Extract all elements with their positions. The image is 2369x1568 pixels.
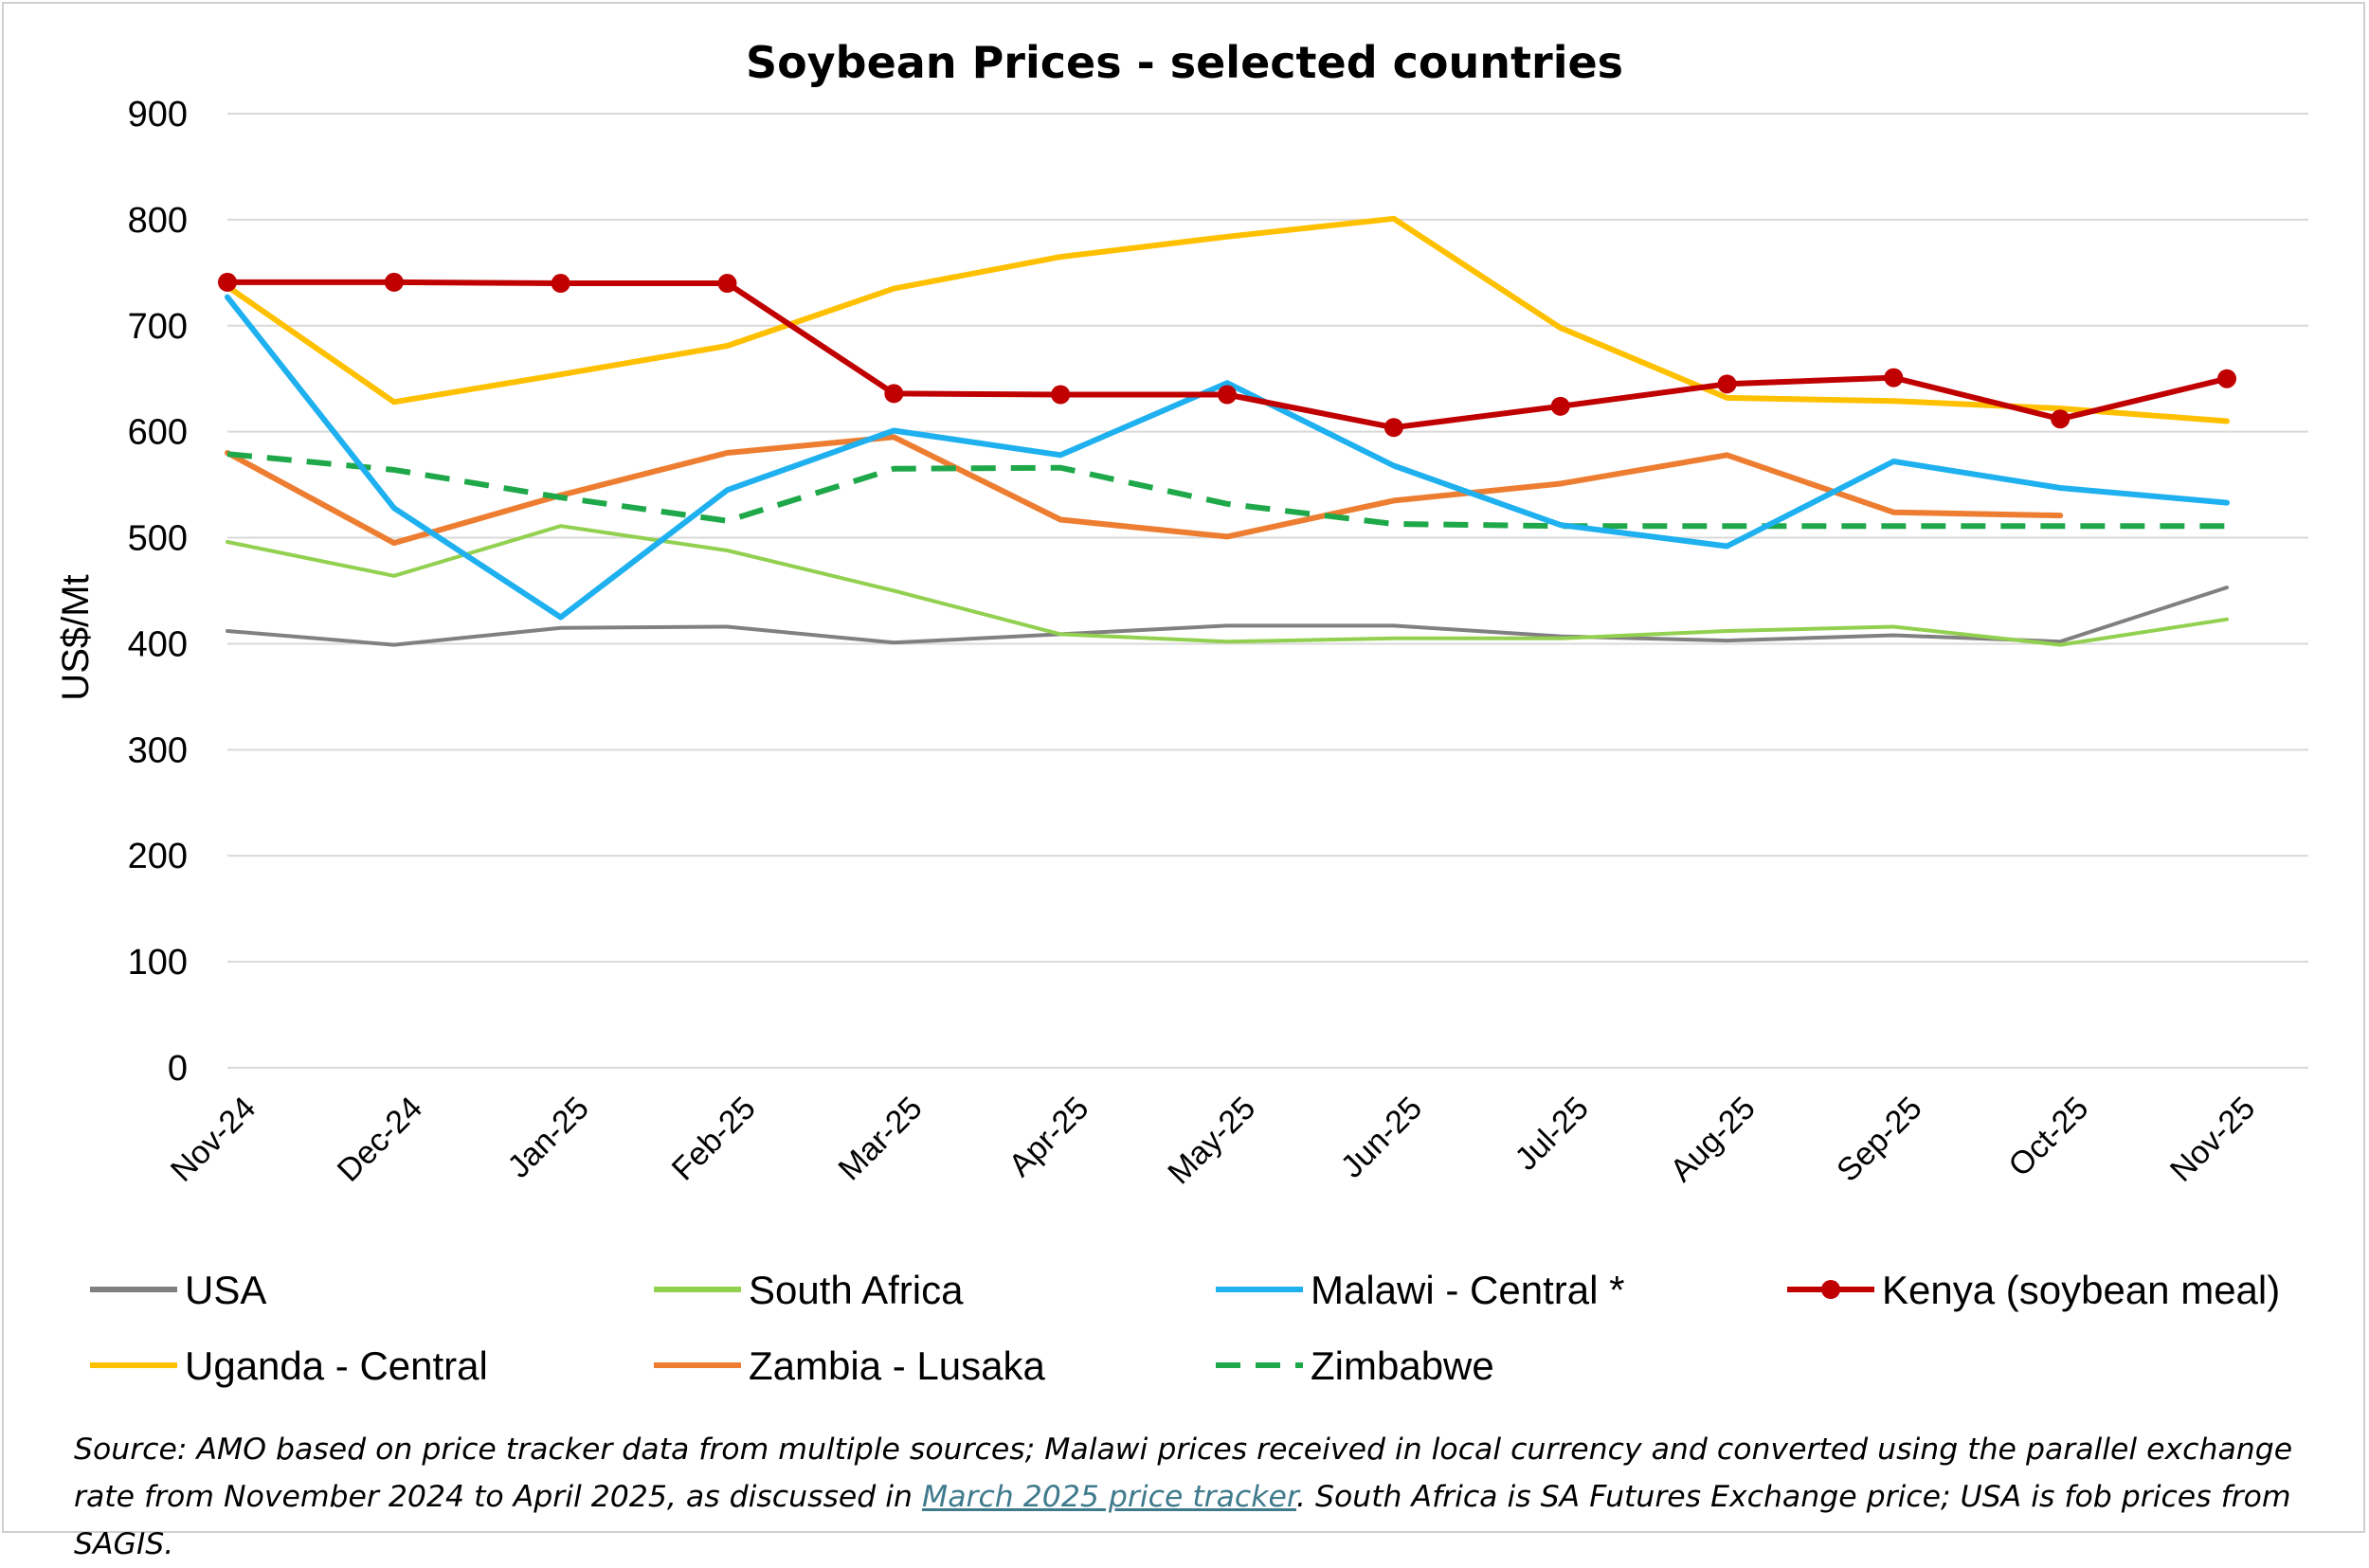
data-point-kenya-soybean-meal	[717, 274, 737, 294]
source-note-text: Source: AMO based on price tracker data …	[74, 1433, 2293, 1514]
line-chart: Soybean Prices - selected countries 0 100…	[55, 37, 2308, 1388]
source-note: Source: AMO based on price tracker data …	[74, 1426, 2310, 1568]
series-malawi-central	[225, 294, 2230, 621]
legend-label: Zambia - Lusaka	[749, 1343, 1045, 1388]
series-line-uganda-central	[225, 215, 2230, 424]
legend-label: Zimbabwe	[1311, 1343, 1494, 1388]
y-tick-label: 400	[128, 624, 188, 664]
y-tick-label: 200	[128, 837, 188, 876]
data-point-kenya-soybean-meal	[1383, 418, 1403, 438]
y-tick-label: 900	[128, 95, 188, 135]
legend-item-zambia-lusaka: Zambia - Lusaka	[654, 1343, 1045, 1388]
legend-item-malawi-central: Malawi - Central *	[1216, 1268, 1624, 1312]
series-zimbabwe	[226, 451, 2227, 530]
data-point-kenya-soybean-meal	[1051, 385, 1071, 405]
series-layer	[218, 215, 2236, 647]
x-tick-label: Jan-25	[501, 1090, 596, 1184]
gridlines	[227, 113, 2308, 1069]
series-line-usa	[226, 586, 2229, 647]
series-line-zambia-lusaka	[225, 434, 2064, 547]
data-point-kenya-soybean-meal	[2217, 369, 2236, 388]
legend-label: Malawi - Central *	[1311, 1268, 1624, 1312]
data-point-kenya-soybean-meal	[2051, 409, 2071, 429]
x-tick-label: Mar-25	[832, 1090, 930, 1187]
legend-item-kenya-soybean-meal: Kenya (soybean meal)	[1787, 1268, 2280, 1312]
data-point-kenya-soybean-meal	[384, 272, 404, 292]
data-point-kenya-soybean-meal	[884, 384, 904, 404]
legend-label: Kenya (soybean meal)	[1882, 1268, 2280, 1312]
series-usa	[226, 586, 2229, 647]
legend-item-south-africa: South Africa	[654, 1268, 964, 1312]
x-tick-label: Feb-25	[665, 1090, 763, 1187]
series-kenya-soybean-meal	[218, 272, 2236, 438]
legend-item-zimbabwe: Zimbabwe	[1216, 1343, 1494, 1388]
y-tick-label: 100	[128, 943, 188, 982]
series-line-south-africa	[226, 524, 2229, 647]
data-point-kenya-soybean-meal	[1218, 385, 1237, 405]
series-south-africa	[226, 524, 2229, 647]
x-tick-label: Sep-25	[1830, 1090, 1928, 1188]
legend-marker	[1821, 1280, 1840, 1299]
y-tick-label: 600	[128, 413, 188, 453]
legend-label: Uganda - Central	[185, 1343, 488, 1388]
x-axis-ticks: Nov-24 Dec-24 Jan-25 Feb-25 Mar-25 Apr-25 May-…	[164, 1090, 2262, 1191]
x-tick-label: Apr-25	[1002, 1090, 1095, 1183]
x-tick-label: Nov-25	[2163, 1090, 2262, 1188]
legend-label: South Africa	[749, 1268, 964, 1312]
y-axis-label: US$/Mt	[55, 574, 97, 700]
legend-label: USA	[185, 1268, 266, 1312]
data-point-kenya-soybean-meal	[551, 274, 570, 294]
data-point-kenya-soybean-meal	[1884, 368, 1904, 387]
chart-frame	[2, 2, 2365, 1533]
x-tick-label: Oct-25	[2001, 1090, 2095, 1183]
y-tick-label: 800	[128, 201, 188, 241]
series-zambia-lusaka	[225, 434, 2064, 547]
y-tick-label: 0	[168, 1049, 188, 1089]
march-2025-price-tracker-link[interactable]: March 2025 price tracker	[922, 1480, 1296, 1514]
x-tick-label: Nov-24	[164, 1090, 262, 1188]
data-point-kenya-soybean-meal	[1717, 374, 1737, 394]
chart-title: Soybean Prices - selected countries	[746, 37, 1623, 88]
x-tick-label: Dec-24	[331, 1090, 429, 1188]
legend-item-usa: USA	[90, 1268, 266, 1312]
legend-item-uganda-central: Uganda - Central	[90, 1343, 488, 1388]
y-tick-label: 500	[128, 519, 188, 559]
y-tick-label: 300	[128, 730, 188, 770]
series-line-zimbabwe	[226, 451, 2227, 530]
series-uganda-central	[225, 215, 2230, 424]
y-axis-ticks: 0 100 200 300 400 500 600 700 800 900	[128, 95, 188, 1089]
x-tick-label: Jun-25	[1334, 1090, 1429, 1184]
legend: USA South Africa Malawi - Central * Kenya (…	[90, 1268, 2280, 1388]
x-tick-label: Aug-25	[1663, 1090, 1762, 1188]
series-line-kenya-soybean-meal	[225, 279, 2230, 431]
data-point-kenya-soybean-meal	[1550, 396, 1570, 416]
x-tick-label: May-25	[1161, 1090, 1262, 1191]
data-point-kenya-soybean-meal	[218, 272, 237, 292]
x-tick-label: Jul-25	[1509, 1090, 1596, 1177]
y-tick-label: 700	[128, 307, 188, 347]
series-line-malawi-central	[225, 294, 2230, 621]
